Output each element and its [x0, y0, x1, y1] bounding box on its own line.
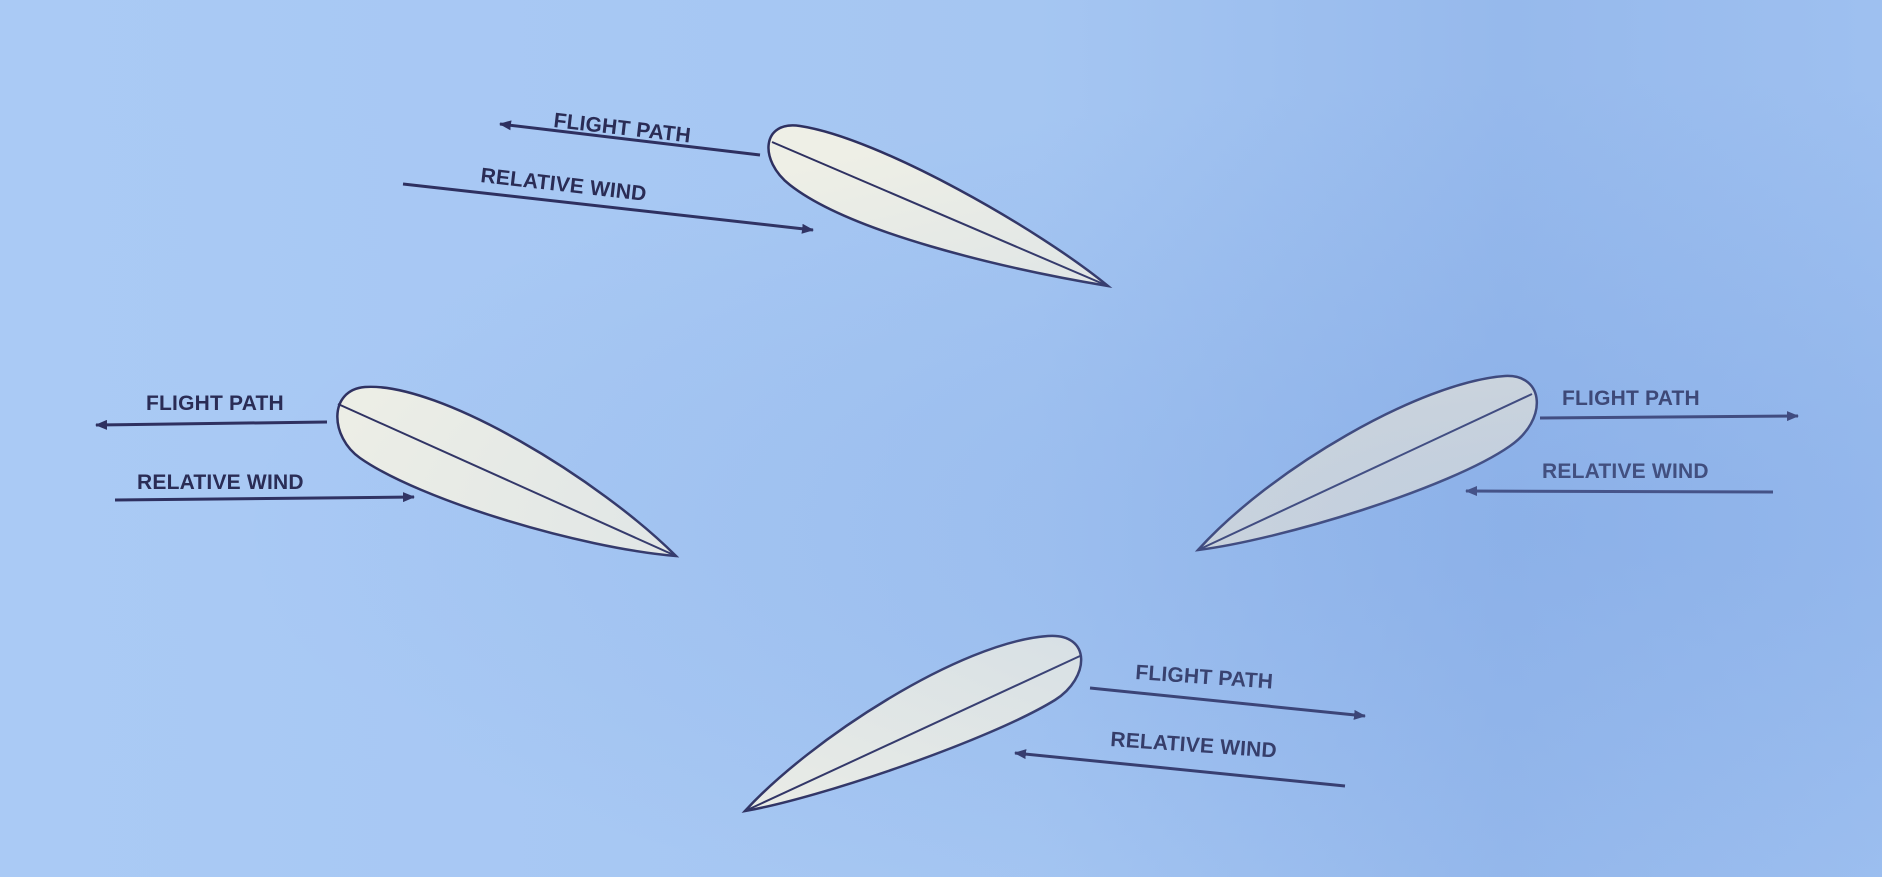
airfoil-bottom — [741, 634, 1083, 813]
relative-wind-arrow-bottom: RELATIVE WIND — [1014, 728, 1346, 788]
case-top: FLIGHT PATH RELATIVE WIND — [402, 109, 1113, 289]
chord-line — [771, 141, 1109, 287]
relative-wind-label: RELATIVE WIND — [479, 164, 647, 206]
airfoil-top — [767, 124, 1113, 289]
flight-path-label: FLIGHT PATH — [1562, 387, 1700, 410]
flight-path-arrow-top: FLIGHT PATH — [499, 109, 761, 157]
chord-line — [744, 655, 1081, 812]
airfoil-left — [336, 385, 680, 558]
relative-wind-label: RELATIVE WIND — [137, 471, 304, 494]
flight-path-label: FLIGHT PATH — [146, 392, 284, 415]
flight-path-arrow-left: FLIGHT PATH — [95, 392, 328, 430]
flight-path-label: FLIGHT PATH — [1135, 661, 1274, 694]
relative-wind-arrow-right: RELATIVE WIND — [1465, 460, 1774, 497]
chord-line — [1197, 393, 1533, 551]
case-left: FLIGHT PATH RELATIVE WIND — [95, 385, 680, 558]
flight-path-arrow-bottom: FLIGHT PATH — [1089, 661, 1366, 720]
case-right: FLIGHT PATH RELATIVE WIND — [1194, 374, 1799, 552]
case-bottom: FLIGHT PATH RELATIVE WIND — [741, 634, 1366, 813]
relative-wind-label: RELATIVE WIND — [1110, 728, 1278, 763]
relative-wind-label: RELATIVE WIND — [1542, 460, 1709, 483]
airfoil-right — [1194, 374, 1538, 552]
flight-path-arrow-right: FLIGHT PATH — [1539, 387, 1799, 422]
relative-wind-arrow-left: RELATIVE WIND — [114, 471, 415, 503]
relative-wind-arrow-top: RELATIVE WIND — [402, 164, 814, 234]
chord-line — [337, 403, 677, 557]
flight-path-label: FLIGHT PATH — [552, 109, 692, 147]
